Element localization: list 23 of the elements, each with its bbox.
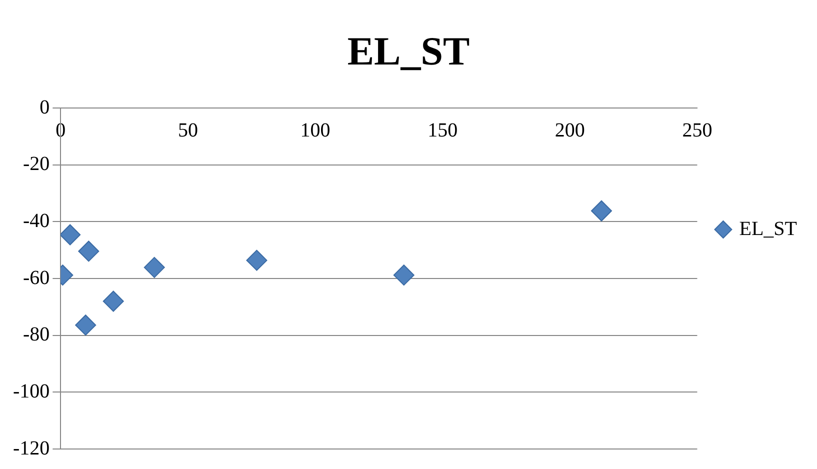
legend-label: EL_ST xyxy=(739,218,798,240)
y-tick-label: -120 xyxy=(12,437,50,460)
point xyxy=(75,314,96,336)
x-tick-label: 100 xyxy=(300,119,330,142)
point xyxy=(78,240,100,262)
point xyxy=(246,250,268,271)
x-tick-label: 50 xyxy=(178,119,198,142)
x-tick-label: 250 xyxy=(682,119,712,142)
point xyxy=(60,224,81,246)
y-tick-label: -80 xyxy=(22,324,50,346)
x-tick-label: 200 xyxy=(554,119,585,142)
y-tick-label: 0 xyxy=(40,96,50,118)
x-tick-label: 150 xyxy=(428,119,458,142)
point xyxy=(590,200,612,222)
y-tick-label: -20 xyxy=(22,153,50,176)
x-tick-label: 0 xyxy=(56,119,66,142)
y-tick-label: -60 xyxy=(22,266,50,289)
point xyxy=(102,290,124,312)
chart-title: EL_ST xyxy=(347,28,470,74)
y-tick-label: -100 xyxy=(12,380,50,402)
point xyxy=(393,264,414,286)
y-tick-label: -40 xyxy=(22,210,50,232)
point xyxy=(144,256,165,278)
